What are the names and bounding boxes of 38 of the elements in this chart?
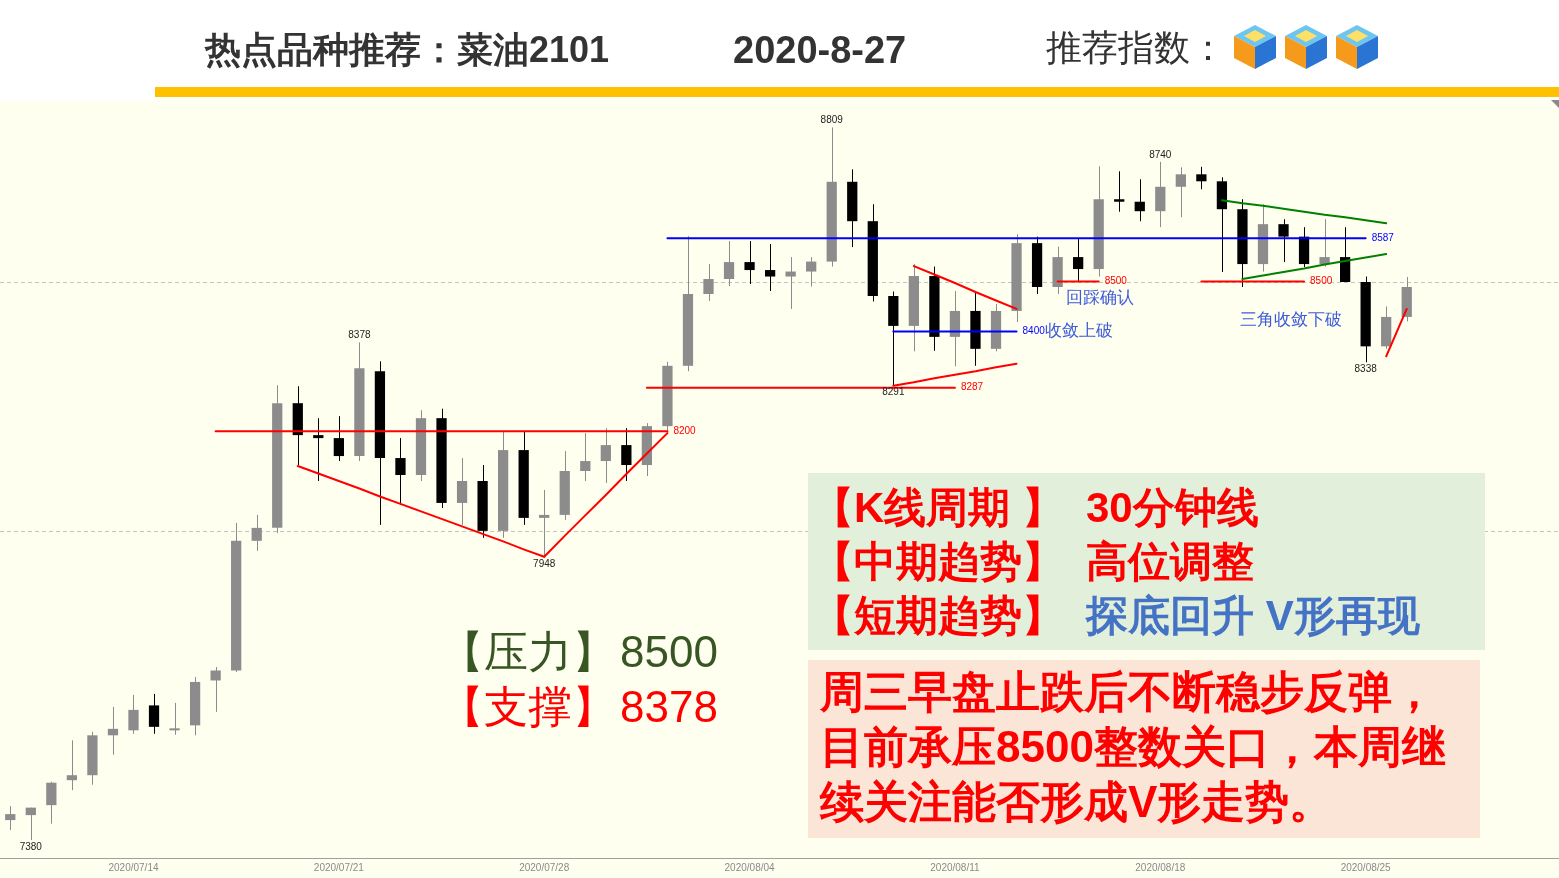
annotation: 7948 [533, 557, 556, 569]
chart-subtitle: 2020-8-27 [733, 28, 907, 73]
annotation: 探底回升 V形再现 [1086, 592, 1420, 639]
series-label: 8400 [1022, 325, 1046, 337]
annotation: 8740 [1149, 148, 1172, 160]
annotation: 【支撑】 [440, 682, 616, 731]
x-tick-label: 2020/07/14 [108, 861, 159, 873]
x-tick-label: 2020/07/21 [313, 861, 365, 873]
annotation: 【K线周期 】 [812, 484, 1064, 531]
series-label: 8500 [1310, 275, 1333, 287]
annotation: 【压力】 [440, 627, 616, 676]
annotation: 【短期趋势】 [812, 592, 1064, 639]
annotation: 8500 [620, 627, 718, 676]
x-tick-label: 2020/08/04 [724, 861, 776, 873]
annotation: 8378 [348, 329, 371, 341]
annotation: 7380 [19, 840, 43, 852]
x-tick-label: 2020/08/18 [1135, 861, 1186, 873]
annotation: 8338 [1354, 363, 1378, 375]
chart-title: 热点品种推荐：菜油2101 [205, 28, 610, 72]
text: 推荐指数： [1046, 26, 1226, 70]
annotation: 回踩确认 [1066, 288, 1134, 308]
annotation: 8809 [820, 114, 844, 126]
annotation: 周三早盘止跌后不断稳步反弹，目前承压8500整数关口，本周继续关注能否形成V形走势。 [820, 666, 1447, 828]
annotation: 8291 [882, 386, 905, 398]
x-tick-label: 2020/07/28 [519, 861, 570, 873]
annotation: 收敛上破 [1045, 321, 1113, 341]
annotation: 【中期趋势】 [812, 538, 1064, 585]
x-tick-label: 2020/08/11 [930, 861, 981, 873]
annotation: 30分钟线 [1086, 484, 1259, 531]
x-tick-label: 2020/08/25 [1340, 861, 1392, 873]
series-label: 8500 [1104, 275, 1128, 287]
note-panel: 周三早盘止跌后不断稳步反弹，目前承压8500整数关口，本周继续关注能否形成V形走势。 [808, 660, 1480, 838]
series-label: 8200 [673, 424, 697, 436]
annotation: 高位调整 [1086, 538, 1254, 585]
series-label: 8587 [1371, 231, 1395, 243]
series-label: 8287 [960, 381, 984, 393]
annotation: 三角收敛下破 [1240, 310, 1342, 330]
annotation: 8378 [620, 682, 718, 731]
